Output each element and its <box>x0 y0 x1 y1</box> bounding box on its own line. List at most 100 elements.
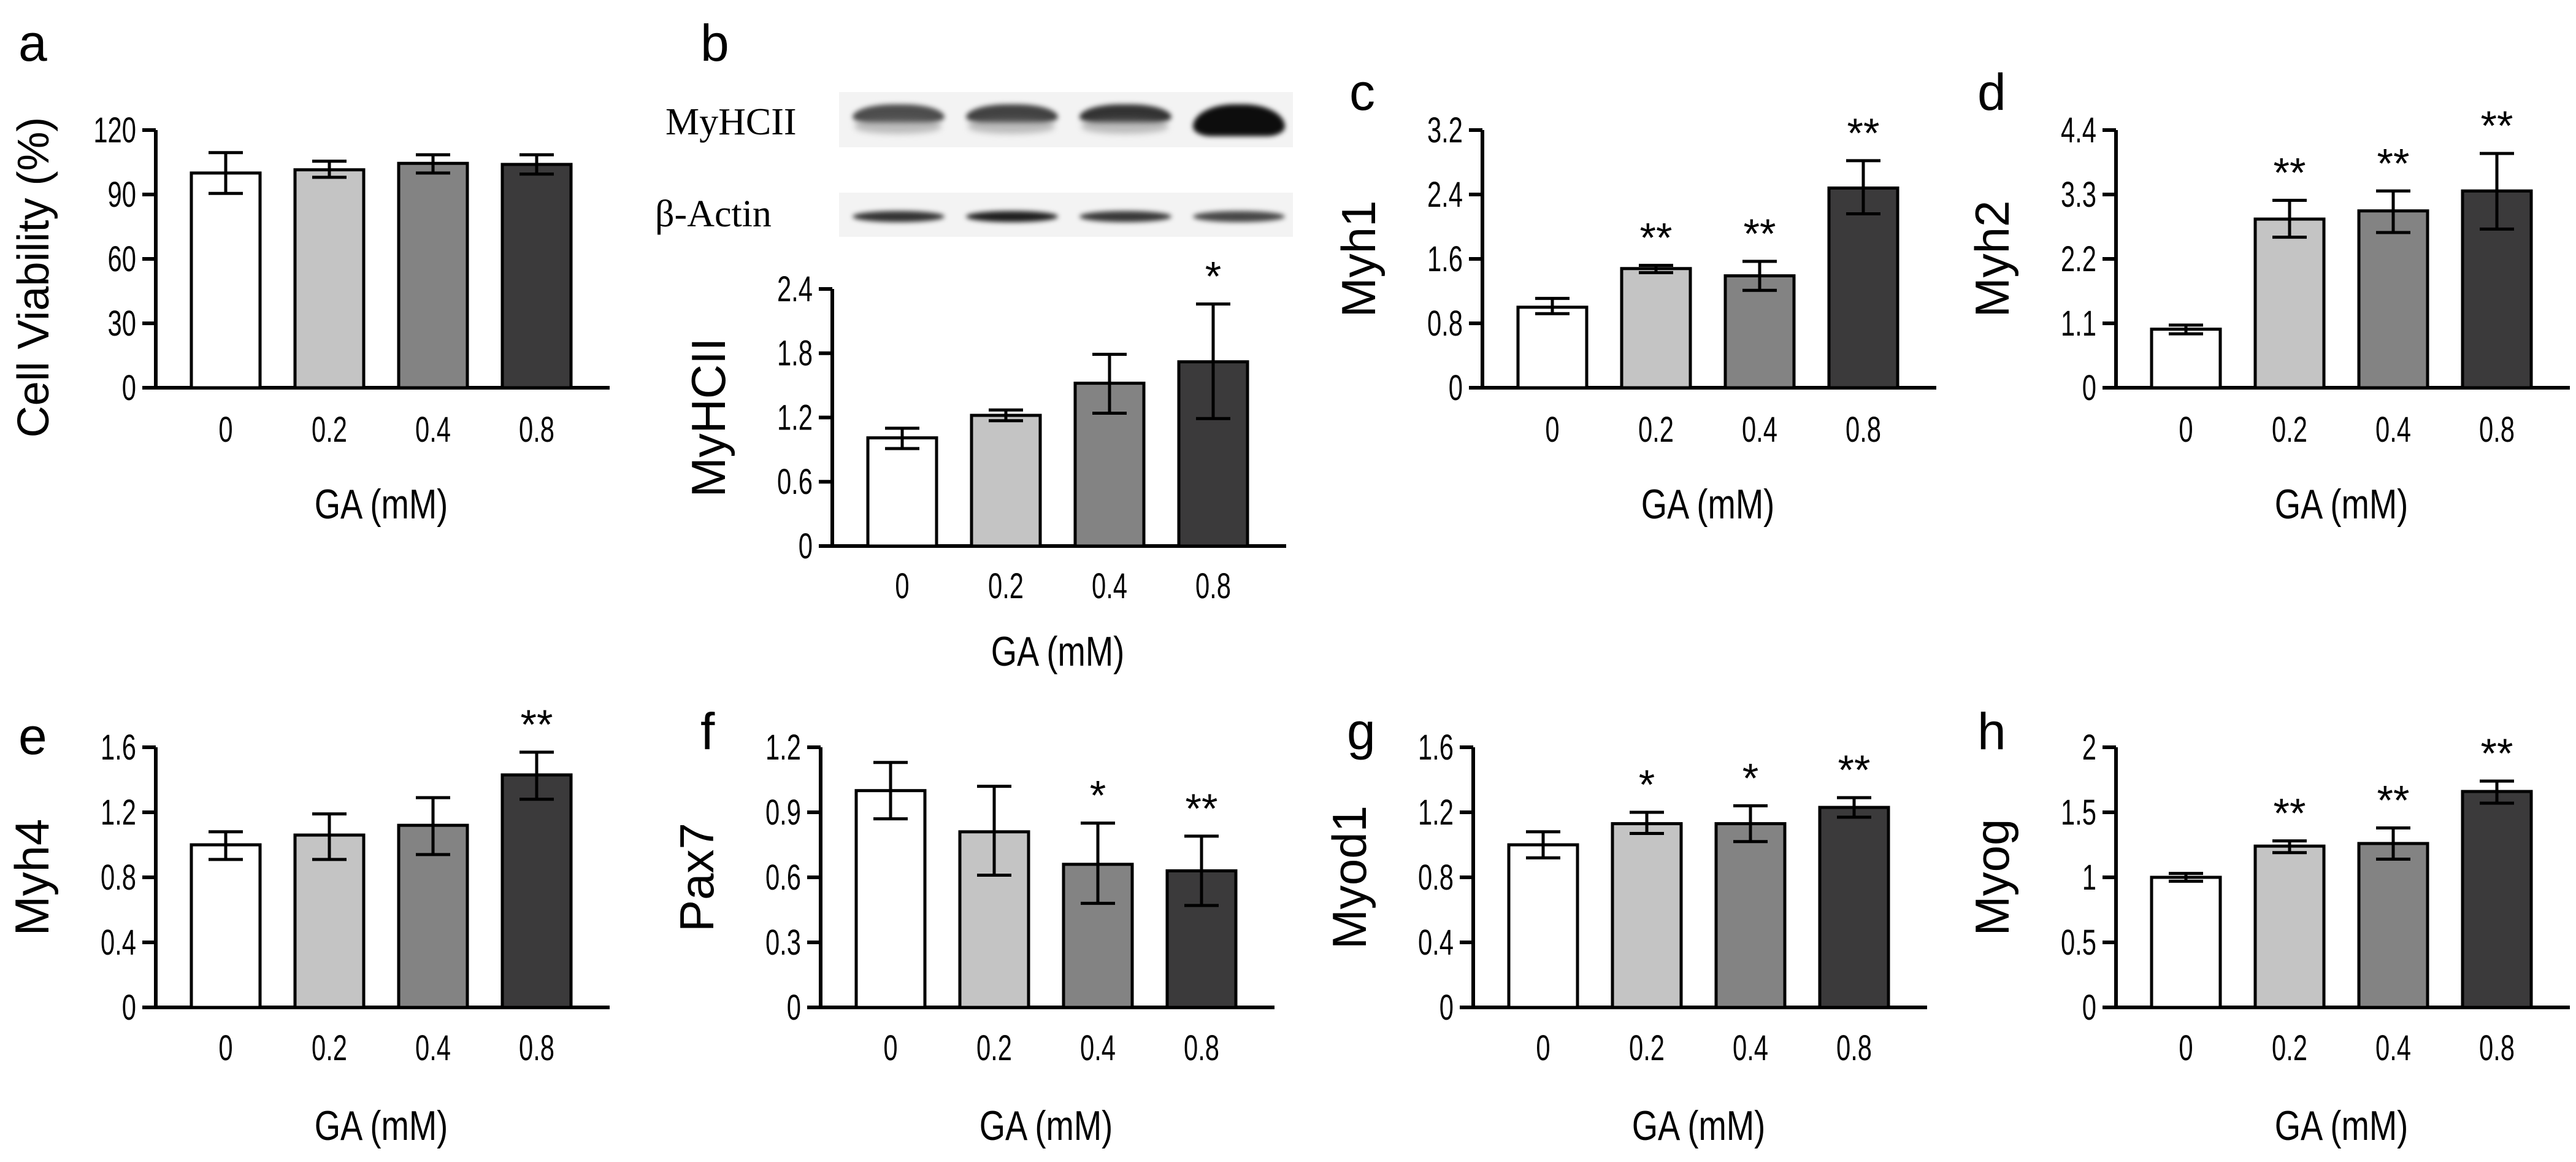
x-tick-label: 0 <box>2179 409 2193 449</box>
significance-marker: * <box>1205 253 1221 299</box>
significance-marker: * <box>1090 772 1106 819</box>
panel-label-c: c <box>1349 63 1375 121</box>
bar-0.2 <box>293 168 366 390</box>
bar-0 <box>854 789 927 1009</box>
significance-marker: ** <box>521 701 553 748</box>
bar-0 <box>2150 875 2222 1009</box>
y-tick-label: 0.8 <box>101 857 136 897</box>
bar-0 <box>1507 843 1579 1009</box>
blot-band-smear <box>1082 118 1168 134</box>
blot-band <box>1079 104 1171 123</box>
blot-strip-beta-actin <box>839 193 1293 237</box>
x-tick-label: 0.4 <box>1742 409 1777 449</box>
x-tick-label: 0.8 <box>2479 1028 2515 1068</box>
blot-band <box>853 104 945 123</box>
bar-0 <box>190 843 262 1009</box>
y-tick-label: 0.5 <box>2061 922 2096 962</box>
y-axis-title: Pax7 <box>670 823 724 932</box>
y-tick-label: 3.3 <box>2061 174 2096 214</box>
x-tick-label: 0.8 <box>2479 409 2515 449</box>
y-tick-label: 0 <box>2082 987 2096 1027</box>
y-tick-label: 1.2 <box>777 398 813 437</box>
x-tick-label: 0.8 <box>1184 1028 1219 1068</box>
chart-panel-b: 0 0.6 1.2 1.8 2.4 0 0.2 0.4 * 0.8 GA (mM) MyHCII <box>681 253 1286 675</box>
x-tick-label: 0 <box>883 1028 897 1068</box>
significance-marker: ** <box>2274 150 2306 196</box>
y-tick-label: 0 <box>787 987 801 1027</box>
y-tick-label: 1.1 <box>2061 303 2096 343</box>
significance-marker: ** <box>2481 102 2513 149</box>
y-axis-title: Myog <box>1965 819 2019 936</box>
x-tick-label: 0.4 <box>1092 566 1127 606</box>
bar-0.4 <box>2357 209 2429 390</box>
x-tick-label: 0.8 <box>1846 409 1881 449</box>
bar-0.2 <box>2253 217 2326 390</box>
chart-panel-e: 0 0.4 0.8 1.2 1.6 0 0.2 0.4 ** 0.8 GA (mM) Myh4 <box>5 701 610 1149</box>
y-axis-title: MyHCII <box>681 338 735 498</box>
x-tick-label: 0.8 <box>519 409 554 449</box>
x-axis-title: GA (mM) <box>979 1102 1113 1149</box>
x-tick-label: 0.8 <box>1836 1028 1872 1068</box>
blot-band <box>966 104 1058 123</box>
y-tick-label: 0.3 <box>765 922 801 962</box>
blot-band-smear <box>855 118 941 134</box>
significance-marker: ** <box>2481 730 2513 777</box>
x-tick-label: 0.8 <box>1195 566 1231 606</box>
y-tick-label: 0.6 <box>777 461 813 501</box>
x-tick-label: 0.8 <box>519 1028 554 1068</box>
y-tick-label: 120 <box>93 110 136 150</box>
significance-marker: ** <box>1186 785 1218 832</box>
chart-panel-c: 0 0.8 1.6 2.4 3.2 0 ** 0.2 ** 0.4 ** 0.8 GA (mM) Myh1 <box>1332 110 1936 528</box>
significance-marker: ** <box>1744 210 1776 257</box>
y-tick-label: 0 <box>799 526 813 566</box>
significance-marker: ** <box>2377 140 2410 187</box>
bar-0 <box>1516 306 1589 390</box>
panel-label-f: f <box>700 702 715 760</box>
significance-marker: ** <box>1838 747 1871 793</box>
blot-band <box>966 211 1058 222</box>
blot-label-myhcii: MyHCII <box>665 101 797 143</box>
chart-panel-h: 0 0.5 1 1.5 2 0 ** 0.2 ** 0.4 ** 0.8 GA (mM) Myog <box>1965 727 2570 1149</box>
panel-label-h: h <box>1977 702 2006 760</box>
y-axis-title: Myh1 <box>1332 201 1386 318</box>
bar-0.2 <box>1611 822 1683 1009</box>
chart-panel-d: 0 1.1 2.2 3.3 4.4 0 ** 0.2 ** 0.4 ** 0.8 GA (mM) Myh2 <box>1965 102 2570 528</box>
y-tick-label: 0 <box>1439 987 1454 1027</box>
y-tick-label: 1.5 <box>2061 792 2096 832</box>
x-axis-title: GA (mM) <box>1632 1102 1766 1149</box>
x-tick-label: 0 <box>895 566 909 606</box>
chart-panel-f: 0 0.3 0.6 0.9 1.2 0 0.2 * 0.4 ** 0.8 GA (mM) Pax7 <box>670 727 1275 1149</box>
x-tick-label: 0 <box>218 1028 232 1068</box>
bar-0.2 <box>1620 267 1692 390</box>
significance-marker: ** <box>1640 215 1673 261</box>
y-axis-title: Myh4 <box>5 819 59 936</box>
y-tick-label: 2 <box>2082 727 2096 767</box>
x-axis-title: GA (mM) <box>991 628 1125 675</box>
y-tick-label: 0.9 <box>765 792 801 832</box>
y-tick-label: 1.8 <box>777 333 813 373</box>
x-tick-label: 0.4 <box>415 1028 451 1068</box>
chart-panel-a: 0 30 60 90 120 0 0.2 0.4 0.8 GA (mM) Cell Viabilit… <box>9 110 610 528</box>
y-tick-label: 60 <box>108 239 136 279</box>
blot-band <box>853 211 945 222</box>
y-tick-label: 1.6 <box>101 727 136 767</box>
chart-panel-g: 0 0.4 0.8 1.2 1.6 0 * 0.2 * 0.4 ** 0.8 GA (mM) Myod1 <box>1322 727 1927 1149</box>
bar-0.8 <box>1818 806 1890 1009</box>
significance-marker: ** <box>2274 790 2306 837</box>
bar-0.4 <box>1723 274 1796 390</box>
bar-0.4 <box>1714 822 1787 1009</box>
bar-0 <box>2150 328 2222 390</box>
y-tick-label: 0 <box>122 987 136 1027</box>
y-axis-title: Myh2 <box>1965 201 2019 318</box>
y-tick-label: 2.4 <box>777 269 813 309</box>
x-axis-title: GA (mM) <box>315 1102 448 1149</box>
y-tick-label: 0 <box>1449 367 1463 407</box>
y-tick-label: 1.2 <box>1418 792 1454 832</box>
y-tick-label: 0 <box>122 367 136 407</box>
y-tick-label: 3.2 <box>1427 110 1463 150</box>
y-tick-label: 1 <box>2082 857 2096 897</box>
x-tick-label: 0.4 <box>2375 1028 2411 1068</box>
y-tick-label: 1.6 <box>1427 239 1463 279</box>
